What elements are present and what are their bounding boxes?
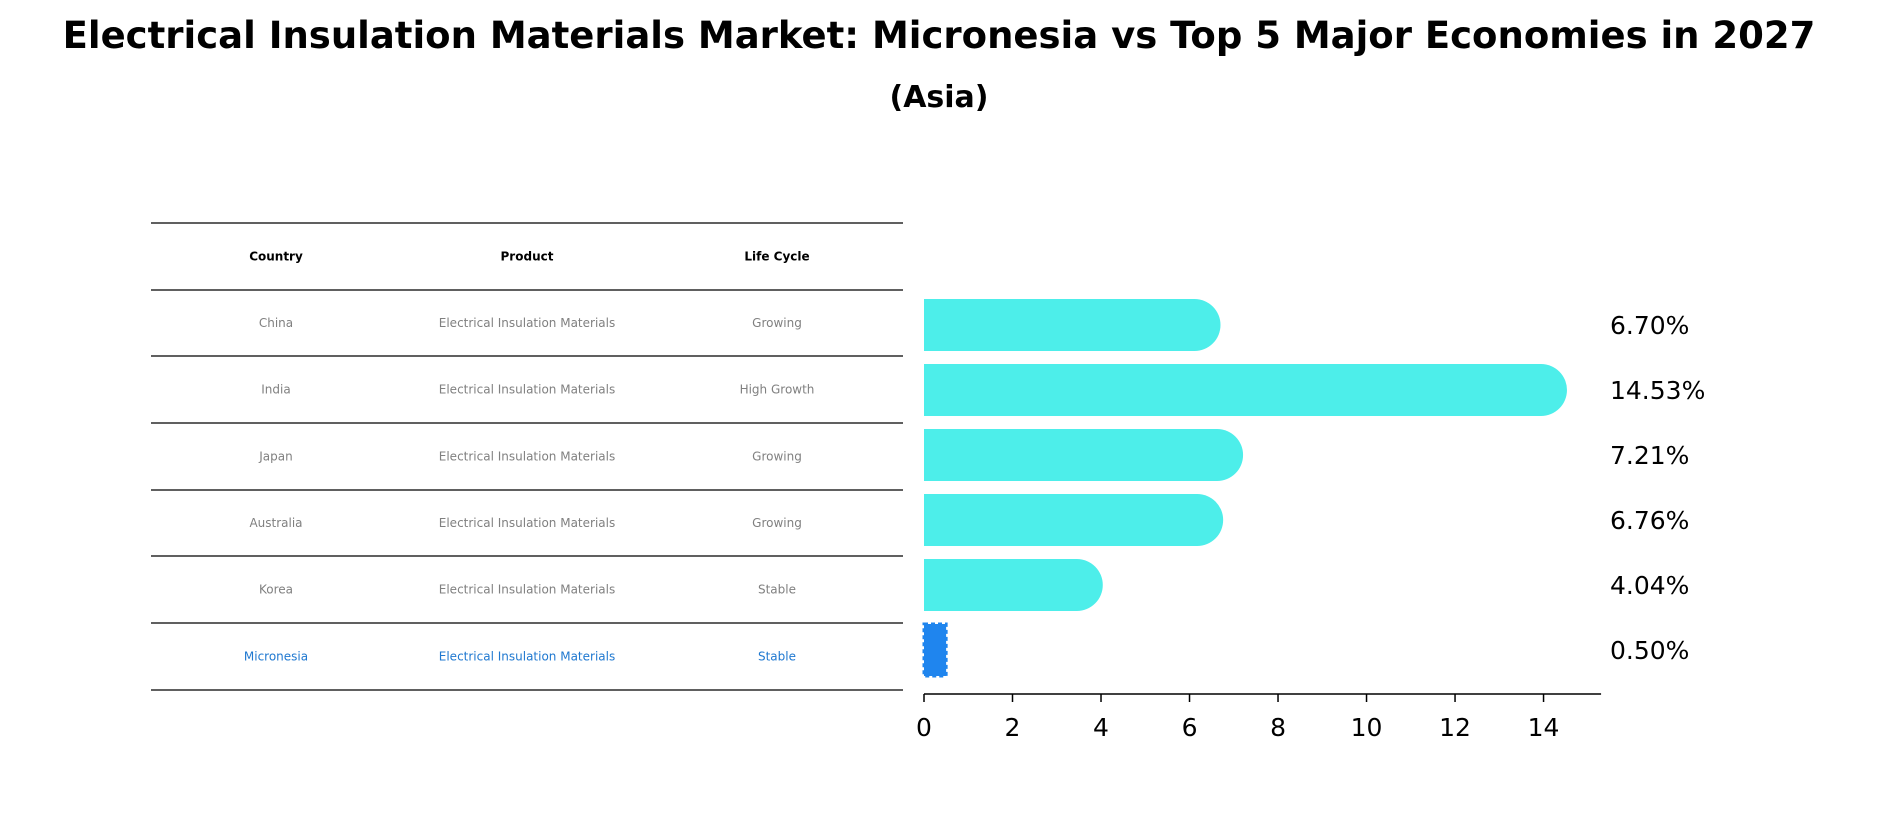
x-tick-label: 4 — [1093, 713, 1109, 742]
value-label: 7.21% — [1610, 441, 1689, 470]
value-label: 6.76% — [1610, 506, 1689, 535]
x-axis: 0 2 4 6 8 10 12 14 — [916, 693, 1602, 742]
bar-korea — [924, 559, 1103, 611]
table-header-cell: Country — [249, 250, 303, 264]
bar-china — [924, 299, 1221, 351]
x-tick-label: 12 — [1439, 713, 1471, 742]
table-cell: Electrical Insulation Materials — [439, 583, 615, 597]
x-tick-label: 8 — [1270, 713, 1286, 742]
table-cell: High Growth — [740, 383, 815, 397]
bar-chart: 6.70% 14.53% 7.21% 6.76% 4.04% 0.50% — [922, 299, 1705, 678]
x-tick-label: 6 — [1182, 713, 1198, 742]
bar-micronesia — [922, 622, 948, 678]
table-cell: India — [261, 383, 290, 397]
bar-india — [924, 364, 1567, 416]
bar-japan — [924, 429, 1244, 481]
table-header-cell: Product — [501, 250, 554, 264]
value-label: 14.53% — [1610, 376, 1705, 405]
data-table: Country Product Life Cycle China Electrical … — [151, 222, 903, 691]
table-cell: Growing — [752, 450, 802, 464]
table-cell: Electrical Insulation Materials — [439, 383, 615, 397]
table-cell: Electrical Insulation Materials — [439, 516, 615, 530]
x-tick-label: 0 — [916, 713, 932, 742]
value-label: 6.70% — [1610, 311, 1689, 340]
value-label: 4.04% — [1610, 571, 1689, 600]
table-cell: Electrical Insulation Materials — [439, 650, 615, 664]
x-tick-label: 10 — [1351, 713, 1383, 742]
bar-australia — [924, 494, 1224, 546]
table-cell: Growing — [752, 516, 802, 530]
table-cell: Stable — [758, 650, 796, 664]
table-cell: Micronesia — [244, 650, 308, 664]
x-tick-label: 14 — [1528, 713, 1560, 742]
table-cell: Stable — [758, 583, 796, 597]
chart-subtitle: (Asia) — [889, 80, 989, 115]
table-cell: Australia — [249, 516, 302, 530]
chart-title: Electrical Insulation Materials Market: … — [62, 14, 1816, 57]
table-cell: Electrical Insulation Materials — [439, 450, 615, 464]
table-cell: Growing — [752, 316, 802, 330]
table-cell: China — [259, 316, 293, 330]
table-cell: Korea — [259, 583, 293, 597]
value-label: 0.50% — [1610, 636, 1689, 665]
x-tick-label: 2 — [1005, 713, 1021, 742]
table-cell: Electrical Insulation Materials — [439, 316, 615, 330]
table-header-cell: Life Cycle — [744, 250, 809, 264]
table-cell: Japan — [258, 450, 292, 464]
